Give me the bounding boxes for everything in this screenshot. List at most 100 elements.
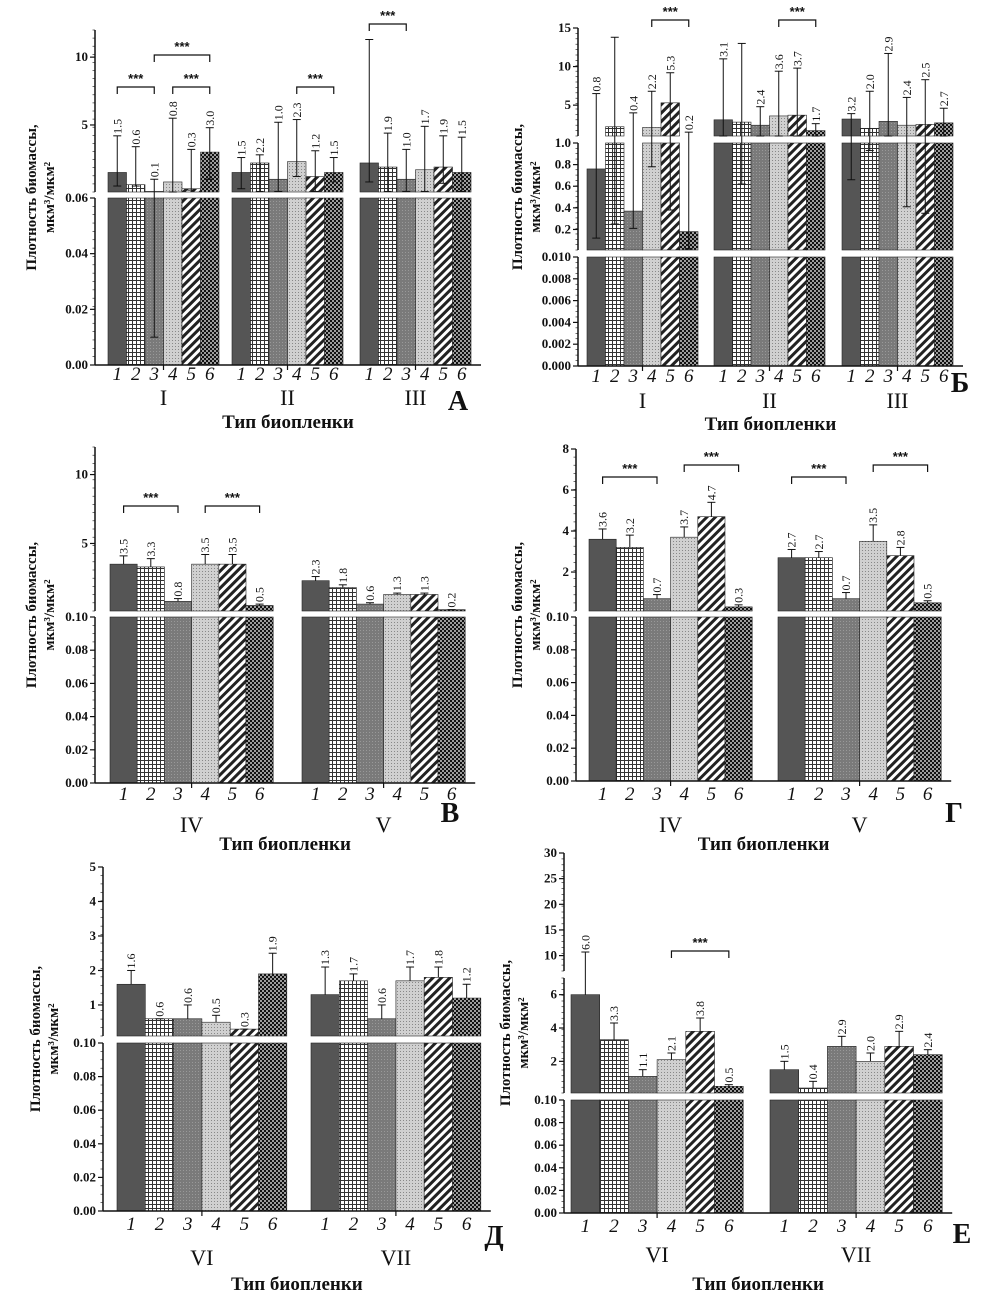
category-label: 5 xyxy=(695,1216,705,1237)
category-label: 4 xyxy=(420,364,430,385)
y-tick-label: 5 xyxy=(82,535,89,550)
bar xyxy=(860,256,880,367)
category-label: 1 xyxy=(113,364,123,385)
group-label: VII xyxy=(841,1242,872,1267)
bar xyxy=(798,1099,828,1214)
y-tick-label: 0.04 xyxy=(73,1136,96,1151)
y-tick-label: 2 xyxy=(90,962,97,977)
bar xyxy=(615,547,644,612)
bar xyxy=(201,1042,231,1212)
y-axis-title-line2: мкм³/мкм² xyxy=(42,579,58,651)
bar xyxy=(229,1028,259,1037)
bar xyxy=(670,616,699,782)
panel-label: Д xyxy=(484,1221,503,1252)
bar xyxy=(750,256,770,367)
data-label: 1.5 xyxy=(455,120,469,135)
bar xyxy=(356,603,384,612)
bar xyxy=(915,256,935,367)
category-label: 6 xyxy=(255,784,265,805)
data-label: 1.6 xyxy=(124,953,138,968)
data-label: 1.2 xyxy=(460,967,474,982)
y-tick-label: 10 xyxy=(75,467,88,482)
y-axis-title-line2: мкм³/мкм² xyxy=(46,1003,62,1075)
category-label: 4 xyxy=(667,1216,677,1237)
category-label: 5 xyxy=(921,366,931,387)
bar xyxy=(410,616,439,784)
significance-bracket xyxy=(651,19,690,27)
category-label: 6 xyxy=(462,1214,472,1235)
bar xyxy=(570,1099,601,1214)
data-label: 2.3 xyxy=(290,103,304,118)
data-label: 0.1 xyxy=(147,162,161,177)
data-label: 2.9 xyxy=(892,1014,906,1029)
data-label: 0.5 xyxy=(253,587,267,602)
bar xyxy=(886,616,915,782)
category-label: 1 xyxy=(592,366,602,387)
y-tick-label: 1.0 xyxy=(555,135,571,150)
significance-bracket xyxy=(683,464,740,472)
y-tick-label: 30 xyxy=(544,845,557,860)
category-label: 6 xyxy=(268,1214,278,1235)
bar xyxy=(884,1099,914,1214)
significance-marker: *** xyxy=(184,71,200,86)
bar xyxy=(827,1046,857,1094)
y-axis-title-line1: Плотность биомассы, xyxy=(24,124,40,271)
data-label: 0.3 xyxy=(237,1012,251,1027)
category-label: 3 xyxy=(840,784,851,805)
group-label: V xyxy=(852,812,868,837)
bar xyxy=(145,1018,174,1037)
bar xyxy=(859,540,888,612)
bar xyxy=(367,1018,397,1037)
x-axis-title: Тип биопленки xyxy=(219,834,351,855)
y-axis-title-line2: мкм³/мкм² xyxy=(516,997,532,1069)
category-label: 5 xyxy=(666,366,676,387)
data-label: 0.2 xyxy=(445,593,459,608)
bar xyxy=(769,142,789,251)
category-label: 3 xyxy=(364,784,375,805)
data-label: 3.5 xyxy=(225,537,239,552)
category-label: 4 xyxy=(647,366,657,387)
bar xyxy=(685,1031,715,1094)
data-label: 2.4 xyxy=(753,90,767,105)
significance-bracket xyxy=(872,464,929,472)
data-label: 0.8 xyxy=(166,101,180,116)
bar xyxy=(714,1086,744,1094)
bar xyxy=(806,142,826,251)
bar xyxy=(623,256,643,367)
y-tick-label: 0.08 xyxy=(65,642,88,657)
data-label: 1.3 xyxy=(318,950,332,965)
bar xyxy=(588,538,617,612)
bar xyxy=(201,1021,231,1037)
category-label: 1 xyxy=(311,784,321,805)
data-label: 3.6 xyxy=(596,512,610,527)
bar xyxy=(769,1099,800,1214)
bar xyxy=(250,197,270,366)
y-tick-label: 10 xyxy=(544,948,557,963)
significance-marker: *** xyxy=(790,4,806,19)
bar xyxy=(164,601,192,612)
y-tick-label: 0.00 xyxy=(73,1203,96,1218)
bar xyxy=(301,580,330,612)
category-label: 5 xyxy=(187,364,197,385)
data-label: 2.7 xyxy=(812,535,826,550)
significance-marker: *** xyxy=(704,449,720,464)
category-label: 2 xyxy=(255,364,265,385)
category-label: 1 xyxy=(847,366,857,387)
y-tick-label: 0.008 xyxy=(542,271,572,286)
bar xyxy=(697,616,726,782)
bar xyxy=(258,1042,288,1212)
x-axis-title: Тип биопленки xyxy=(698,834,830,855)
bar xyxy=(615,616,644,782)
category-label: 3 xyxy=(149,364,160,385)
data-label: 3.1 xyxy=(716,42,730,57)
data-label: 4.7 xyxy=(704,485,718,500)
y-tick-label: 0.02 xyxy=(534,1182,557,1197)
category-label: 2 xyxy=(155,1214,165,1235)
category-label: 4 xyxy=(168,364,178,385)
category-label: 6 xyxy=(734,784,744,805)
category-label: 6 xyxy=(923,1216,933,1237)
data-label: 2.7 xyxy=(937,91,951,106)
data-label: 3.3 xyxy=(144,542,158,557)
category-label: 4 xyxy=(200,784,210,805)
significance-marker: *** xyxy=(893,449,909,464)
